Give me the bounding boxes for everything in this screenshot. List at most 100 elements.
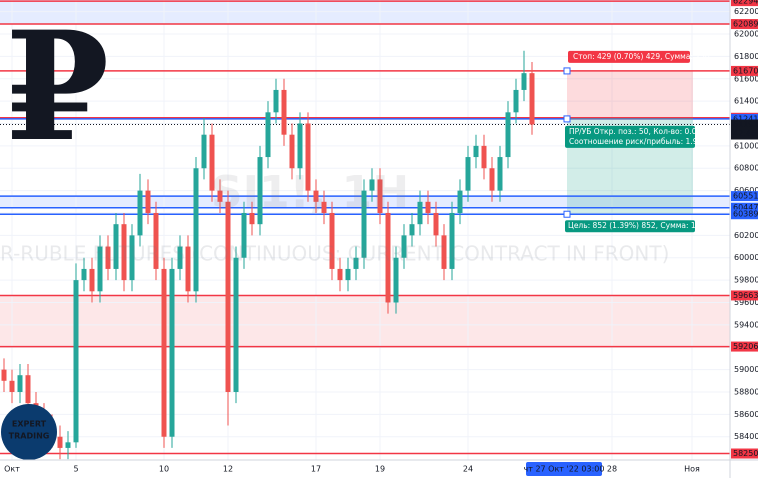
candle-body: [193, 168, 199, 292]
position-handle: [563, 67, 571, 75]
watermark-subtitle: R-RUBLE FUTURES (CONTINUOUS: CURRENT CON…: [0, 242, 669, 266]
price-badge: [731, 202, 758, 213]
y-tick-label: 61000: [734, 141, 758, 150]
x-tick-label: 19: [375, 465, 385, 474]
candle-body: [73, 280, 79, 443]
candle-body: [433, 212, 439, 236]
candle-body: [417, 201, 423, 225]
price-badge: [731, 290, 758, 301]
x-tick-label: 10: [159, 465, 169, 474]
candle-body: [169, 268, 175, 437]
y-tick-label: 62200: [734, 7, 758, 16]
x-tick-label: 12: [223, 465, 233, 474]
logo-text: TRADING: [9, 432, 50, 441]
candle-body: [353, 257, 359, 269]
target-label-bg: [565, 220, 695, 233]
y-tick-label: 60600: [734, 186, 758, 195]
candle-body: [377, 179, 383, 213]
x-tick-label: Окт: [4, 465, 20, 474]
y-tick-label: 62000: [734, 30, 758, 39]
candle-body: [121, 224, 127, 281]
candle-body: [297, 123, 303, 169]
candle-body: [225, 201, 231, 392]
candle-body: [9, 380, 15, 392]
candle-body: [345, 268, 351, 281]
price-badge: [731, 0, 758, 7]
y-tick-label: 58400: [734, 432, 758, 441]
price-badge: [731, 209, 758, 220]
y-tick-label: 59400: [734, 320, 758, 329]
candle-body: [369, 179, 375, 191]
candle-body: [89, 268, 95, 292]
candle-body: [321, 201, 327, 213]
stop-zone: [567, 70, 693, 119]
logo-circle: [1, 404, 57, 460]
candle-body: [129, 235, 135, 281]
price-badge-label: 62294: [733, 0, 758, 6]
candle-body: [233, 257, 239, 392]
x-tick-label: 24: [463, 465, 473, 474]
price-badge-label: 62089: [733, 20, 758, 29]
candle-body: [249, 212, 255, 225]
y-tick-label: 60200: [734, 231, 758, 240]
timer-label: 42:46: [733, 129, 756, 138]
candle-body: [217, 190, 223, 202]
y-tick-label: 60800: [734, 164, 758, 173]
candle-body: [281, 89, 287, 135]
price-badge: [731, 448, 758, 459]
price-badge-label: 60447: [733, 203, 758, 212]
candle-body: [137, 190, 143, 236]
candle-body: [265, 112, 271, 158]
candle-body: [241, 212, 247, 258]
price-badge: [731, 19, 758, 30]
candle-body: [105, 246, 111, 269]
position-handle: [563, 210, 571, 218]
price-badge-label: 61670: [733, 66, 758, 75]
y-tick-label: 59600: [734, 298, 758, 307]
stop-label-bg: [568, 50, 690, 63]
price-badge-label: 59663: [733, 291, 758, 300]
info-label: ПР/УБ Откр. поз.: 50, Кол-во: 0.058: [569, 127, 706, 136]
y-tick-label: 60000: [734, 253, 758, 262]
candle-body: [65, 442, 71, 448]
candle-body: [97, 246, 103, 292]
candle-body: [457, 190, 463, 213]
candle-body: [81, 268, 87, 281]
candle-body: [57, 436, 63, 448]
candle-body: [393, 257, 399, 303]
y-tick-label: 58800: [734, 387, 758, 396]
y-axis-bg: [730, 0, 758, 478]
candle-body: [497, 157, 503, 191]
y-tick-label: 58600: [734, 410, 758, 419]
candle-body: [529, 73, 535, 125]
price-badge: [731, 119, 758, 140]
candle-body: [17, 375, 23, 392]
info-bg: [565, 125, 695, 148]
candle-body: [185, 246, 191, 292]
currency-logo: ₽: [5, 0, 109, 175]
candle-body: [329, 212, 335, 269]
candle-body: [25, 375, 31, 404]
candle-body: [1, 369, 7, 381]
price-badge: [731, 113, 758, 124]
candle-body: [273, 89, 279, 113]
candle-body: [313, 190, 319, 202]
crosshair-label: чт 27 Окт '22 03:00: [524, 465, 605, 474]
candle-body: [521, 73, 527, 90]
price-badge-label: 59206: [733, 342, 758, 351]
y-tick-label: 61400: [734, 97, 758, 106]
candle-body: [489, 168, 495, 191]
crosshair-bg: [526, 462, 602, 476]
target-label: Цель: 852 (1.39%) 852, Сумма: 1496.5: [568, 221, 717, 230]
candle-body: [257, 157, 263, 225]
candle-body: [177, 246, 183, 269]
candle-body: [305, 123, 311, 191]
x-tick-label: 17: [311, 465, 321, 474]
y-tick-label: 61600: [734, 74, 758, 83]
candle-body: [513, 89, 519, 113]
price-badge: [731, 191, 758, 202]
candle-body: [161, 268, 167, 437]
candle-body: [505, 112, 511, 158]
